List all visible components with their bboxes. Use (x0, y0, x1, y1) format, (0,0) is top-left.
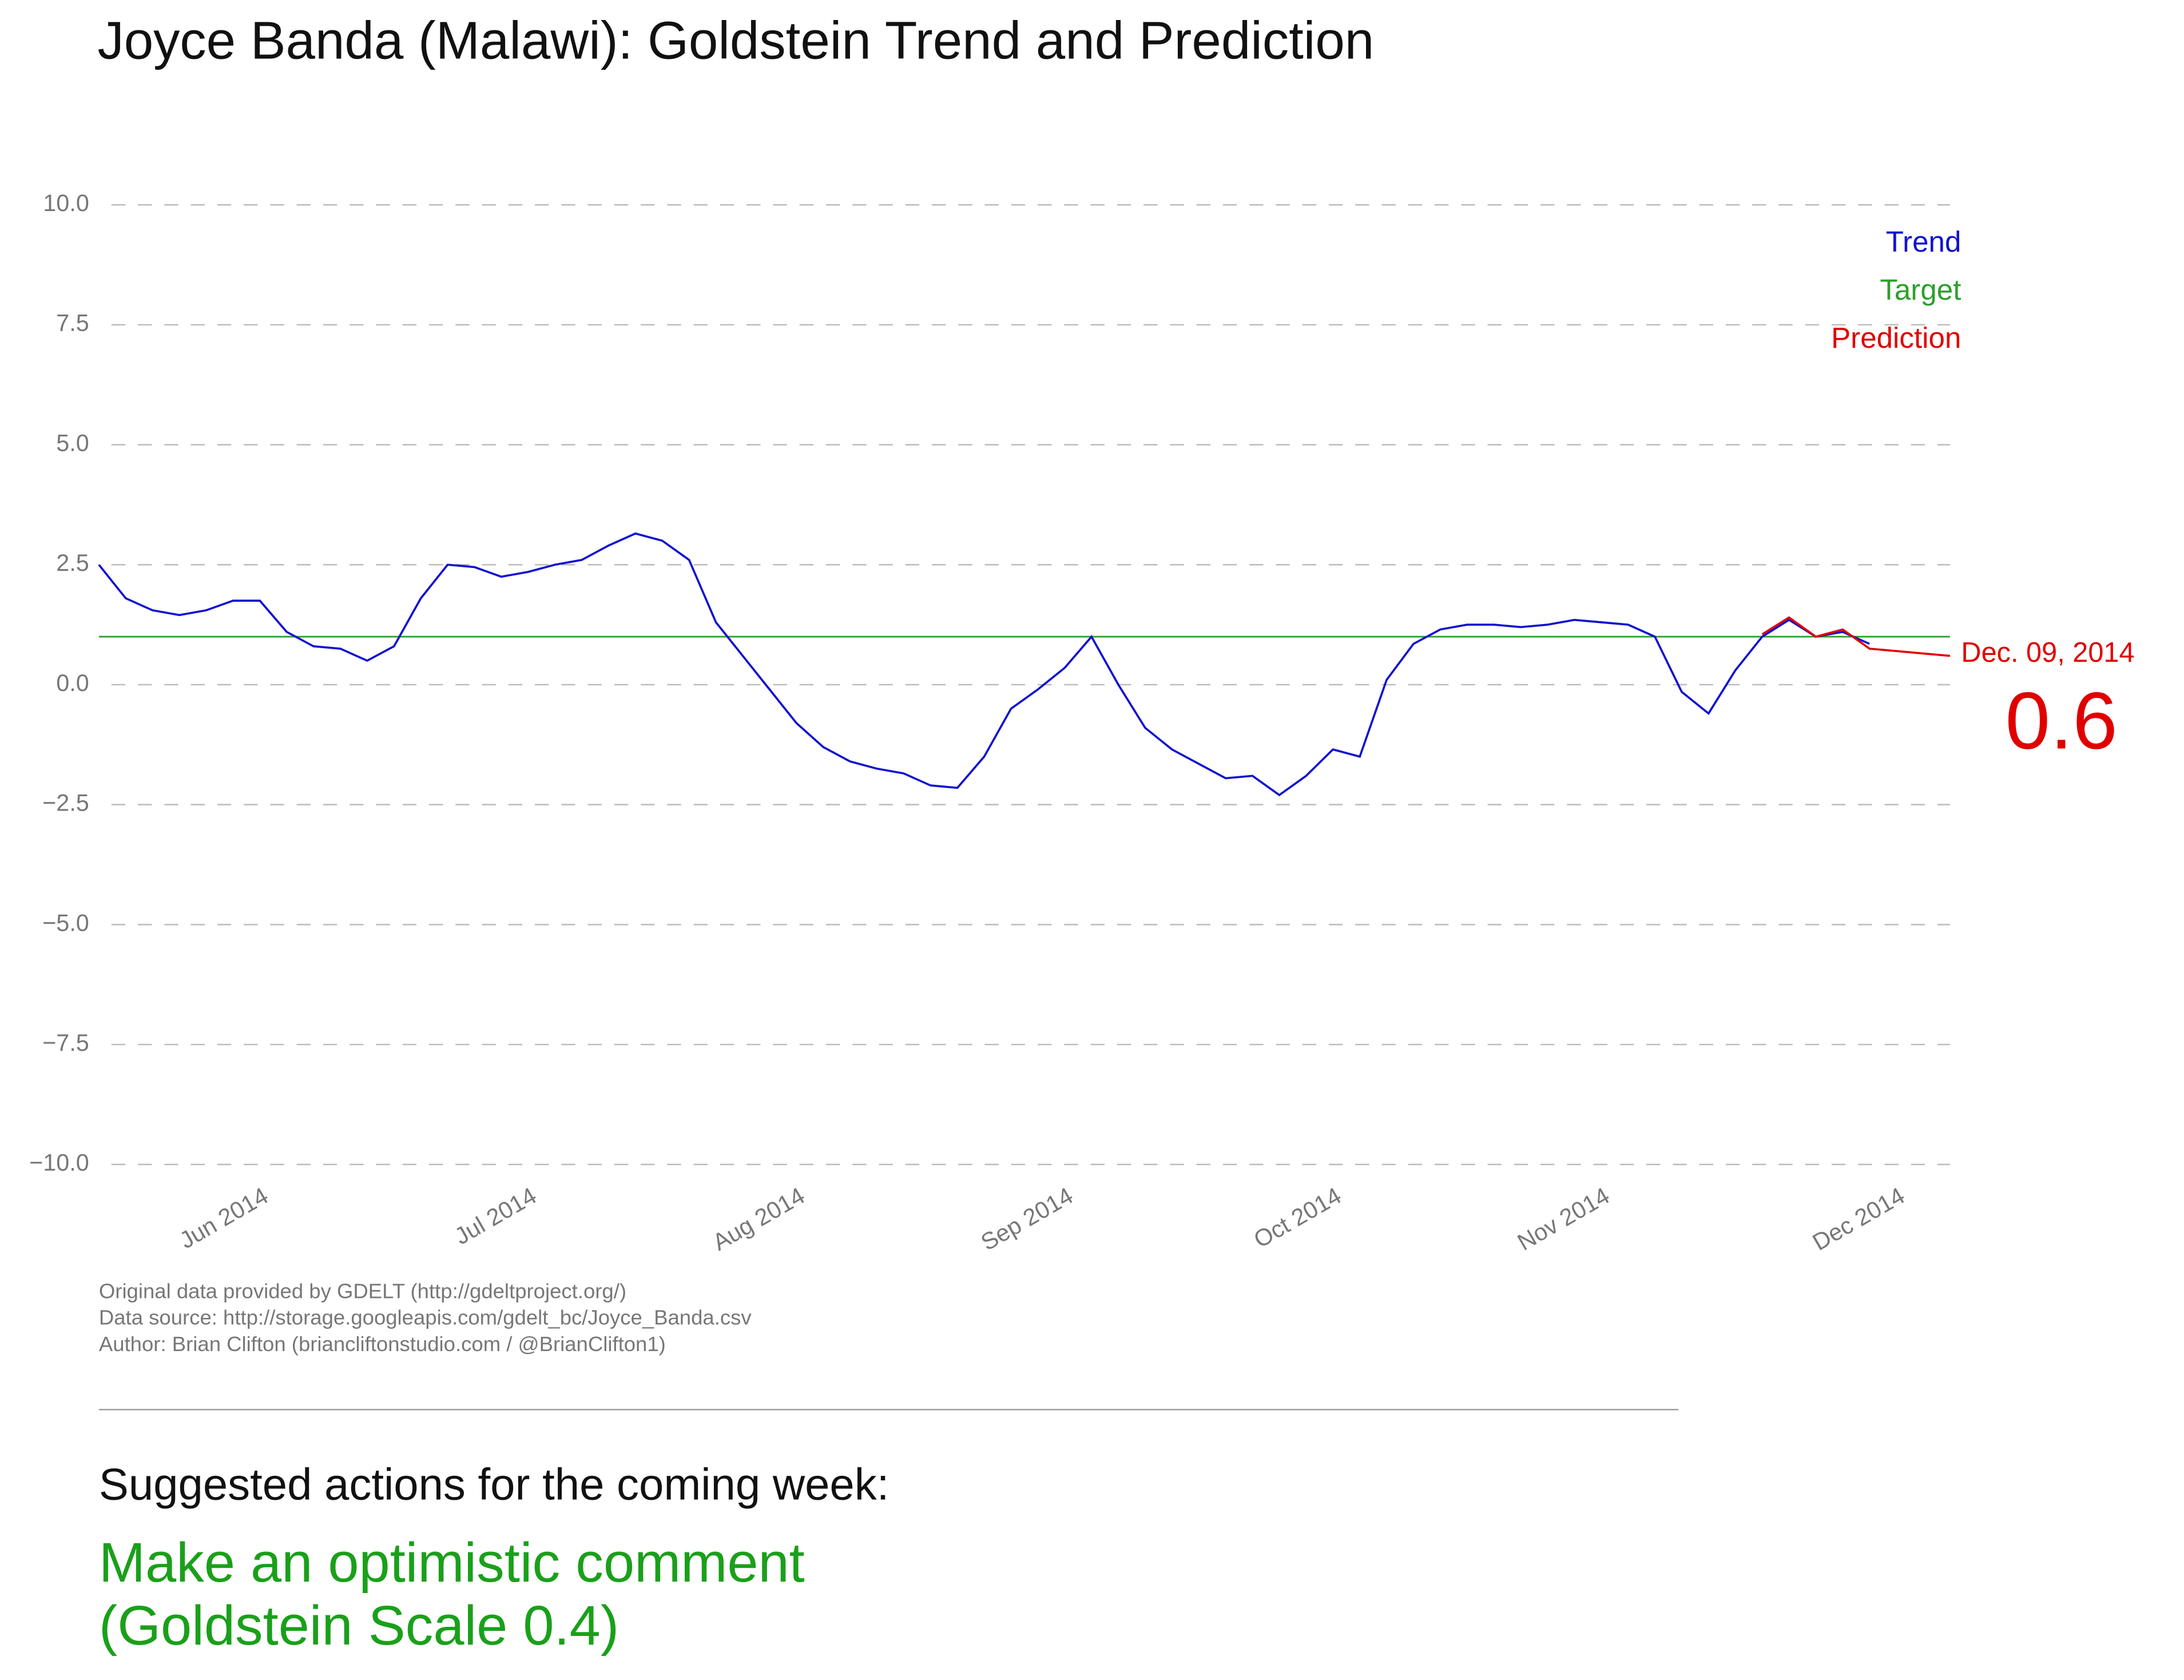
y-tick-label: 2.5 (56, 550, 89, 576)
y-tick-label: −10.0 (29, 1150, 89, 1176)
legend-entry: Trend (1886, 225, 1961, 258)
series-line (1761, 616, 1951, 657)
x-tick-label: Aug 2014 (708, 1182, 809, 1256)
legend-entry: Target (1880, 273, 1961, 306)
y-tick-label: 0.0 (56, 670, 89, 696)
y-tick-label: 7.5 (56, 310, 89, 336)
action-line: (Goldstein Scale 0.4) (99, 1594, 619, 1657)
legend-entry: Prediction (1831, 321, 1961, 354)
series-line (98, 532, 1870, 797)
y-tick-label: −5.0 (42, 909, 89, 936)
chart-title: Joyce Banda (Malawi): Goldstein Trend an… (97, 11, 1374, 70)
x-tick-label: Sep 2014 (976, 1182, 1077, 1256)
y-tick-label: −2.5 (42, 790, 89, 816)
y-tick-label: 5.0 (56, 430, 89, 456)
x-tick-label: Dec 2014 (1808, 1182, 1909, 1256)
x-tick-label: Nov 2014 (1513, 1182, 1614, 1256)
x-tick-label: Oct 2014 (1249, 1182, 1345, 1253)
annotation-date: Dec. 09, 2014 (1961, 637, 2134, 668)
prediction-value-label: 0.6 (2006, 676, 2118, 766)
x-tick-label: Jun 2014 (175, 1182, 272, 1254)
note: Data source: http://storage.googleapis.c… (99, 1306, 752, 1329)
x-tick-label: Jul 2014 (450, 1182, 541, 1250)
y-tick-label: 10.0 (43, 190, 89, 216)
note: Author: Brian Clifton (briancliftonstudi… (99, 1332, 666, 1356)
y-tick-label: −7.5 (42, 1030, 89, 1056)
action-line: Make an optimistic comment (99, 1531, 805, 1594)
note: Original data provided by GDELT (http://… (99, 1279, 626, 1302)
actions-heading: Suggested actions for the coming week: (99, 1459, 889, 1509)
